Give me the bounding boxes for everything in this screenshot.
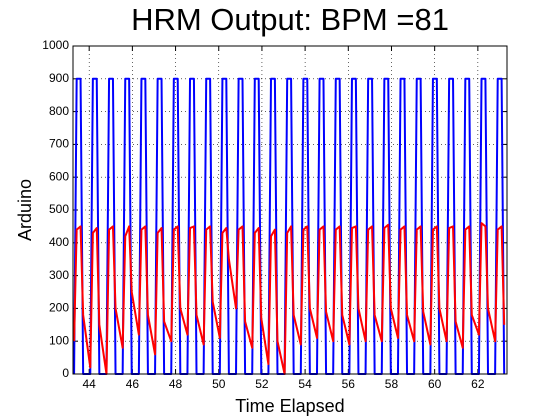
y-tick-label: 700: [49, 137, 69, 151]
x-tick-label: 62: [471, 377, 485, 391]
y-tick-label: 300: [49, 268, 69, 282]
x-tick-label: 50: [212, 377, 226, 391]
data-line: [73, 222, 506, 375]
y-tick-label: 1000: [42, 38, 69, 52]
x-tick-label: 58: [385, 377, 399, 391]
y-tick-label: 0: [62, 366, 69, 380]
y-tick-label: 200: [49, 301, 69, 315]
x-tick-label: 46: [126, 377, 140, 391]
x-axis-label: Time Elapsed: [235, 396, 344, 416]
x-tick-label: 54: [298, 377, 312, 391]
chart-title: HRM Output: BPM =81: [131, 2, 449, 37]
plot-frame: [72, 45, 508, 375]
x-tick-label: 52: [255, 377, 269, 391]
y-tick-label: 800: [49, 104, 69, 118]
x-tick-label: 56: [342, 377, 356, 391]
y-tick-label: 600: [49, 169, 69, 183]
data-line: [73, 77, 506, 375]
y-tick-label: 500: [49, 202, 69, 216]
y-tick-label: 900: [49, 71, 69, 85]
y-tick-label: 100: [49, 333, 69, 347]
x-tick-label: 44: [83, 377, 97, 391]
x-tick-label: 60: [428, 377, 442, 391]
x-tick-label: 48: [169, 377, 183, 391]
y-tick-label: 400: [49, 235, 69, 249]
y-axis-label: Arduino: [15, 179, 35, 241]
